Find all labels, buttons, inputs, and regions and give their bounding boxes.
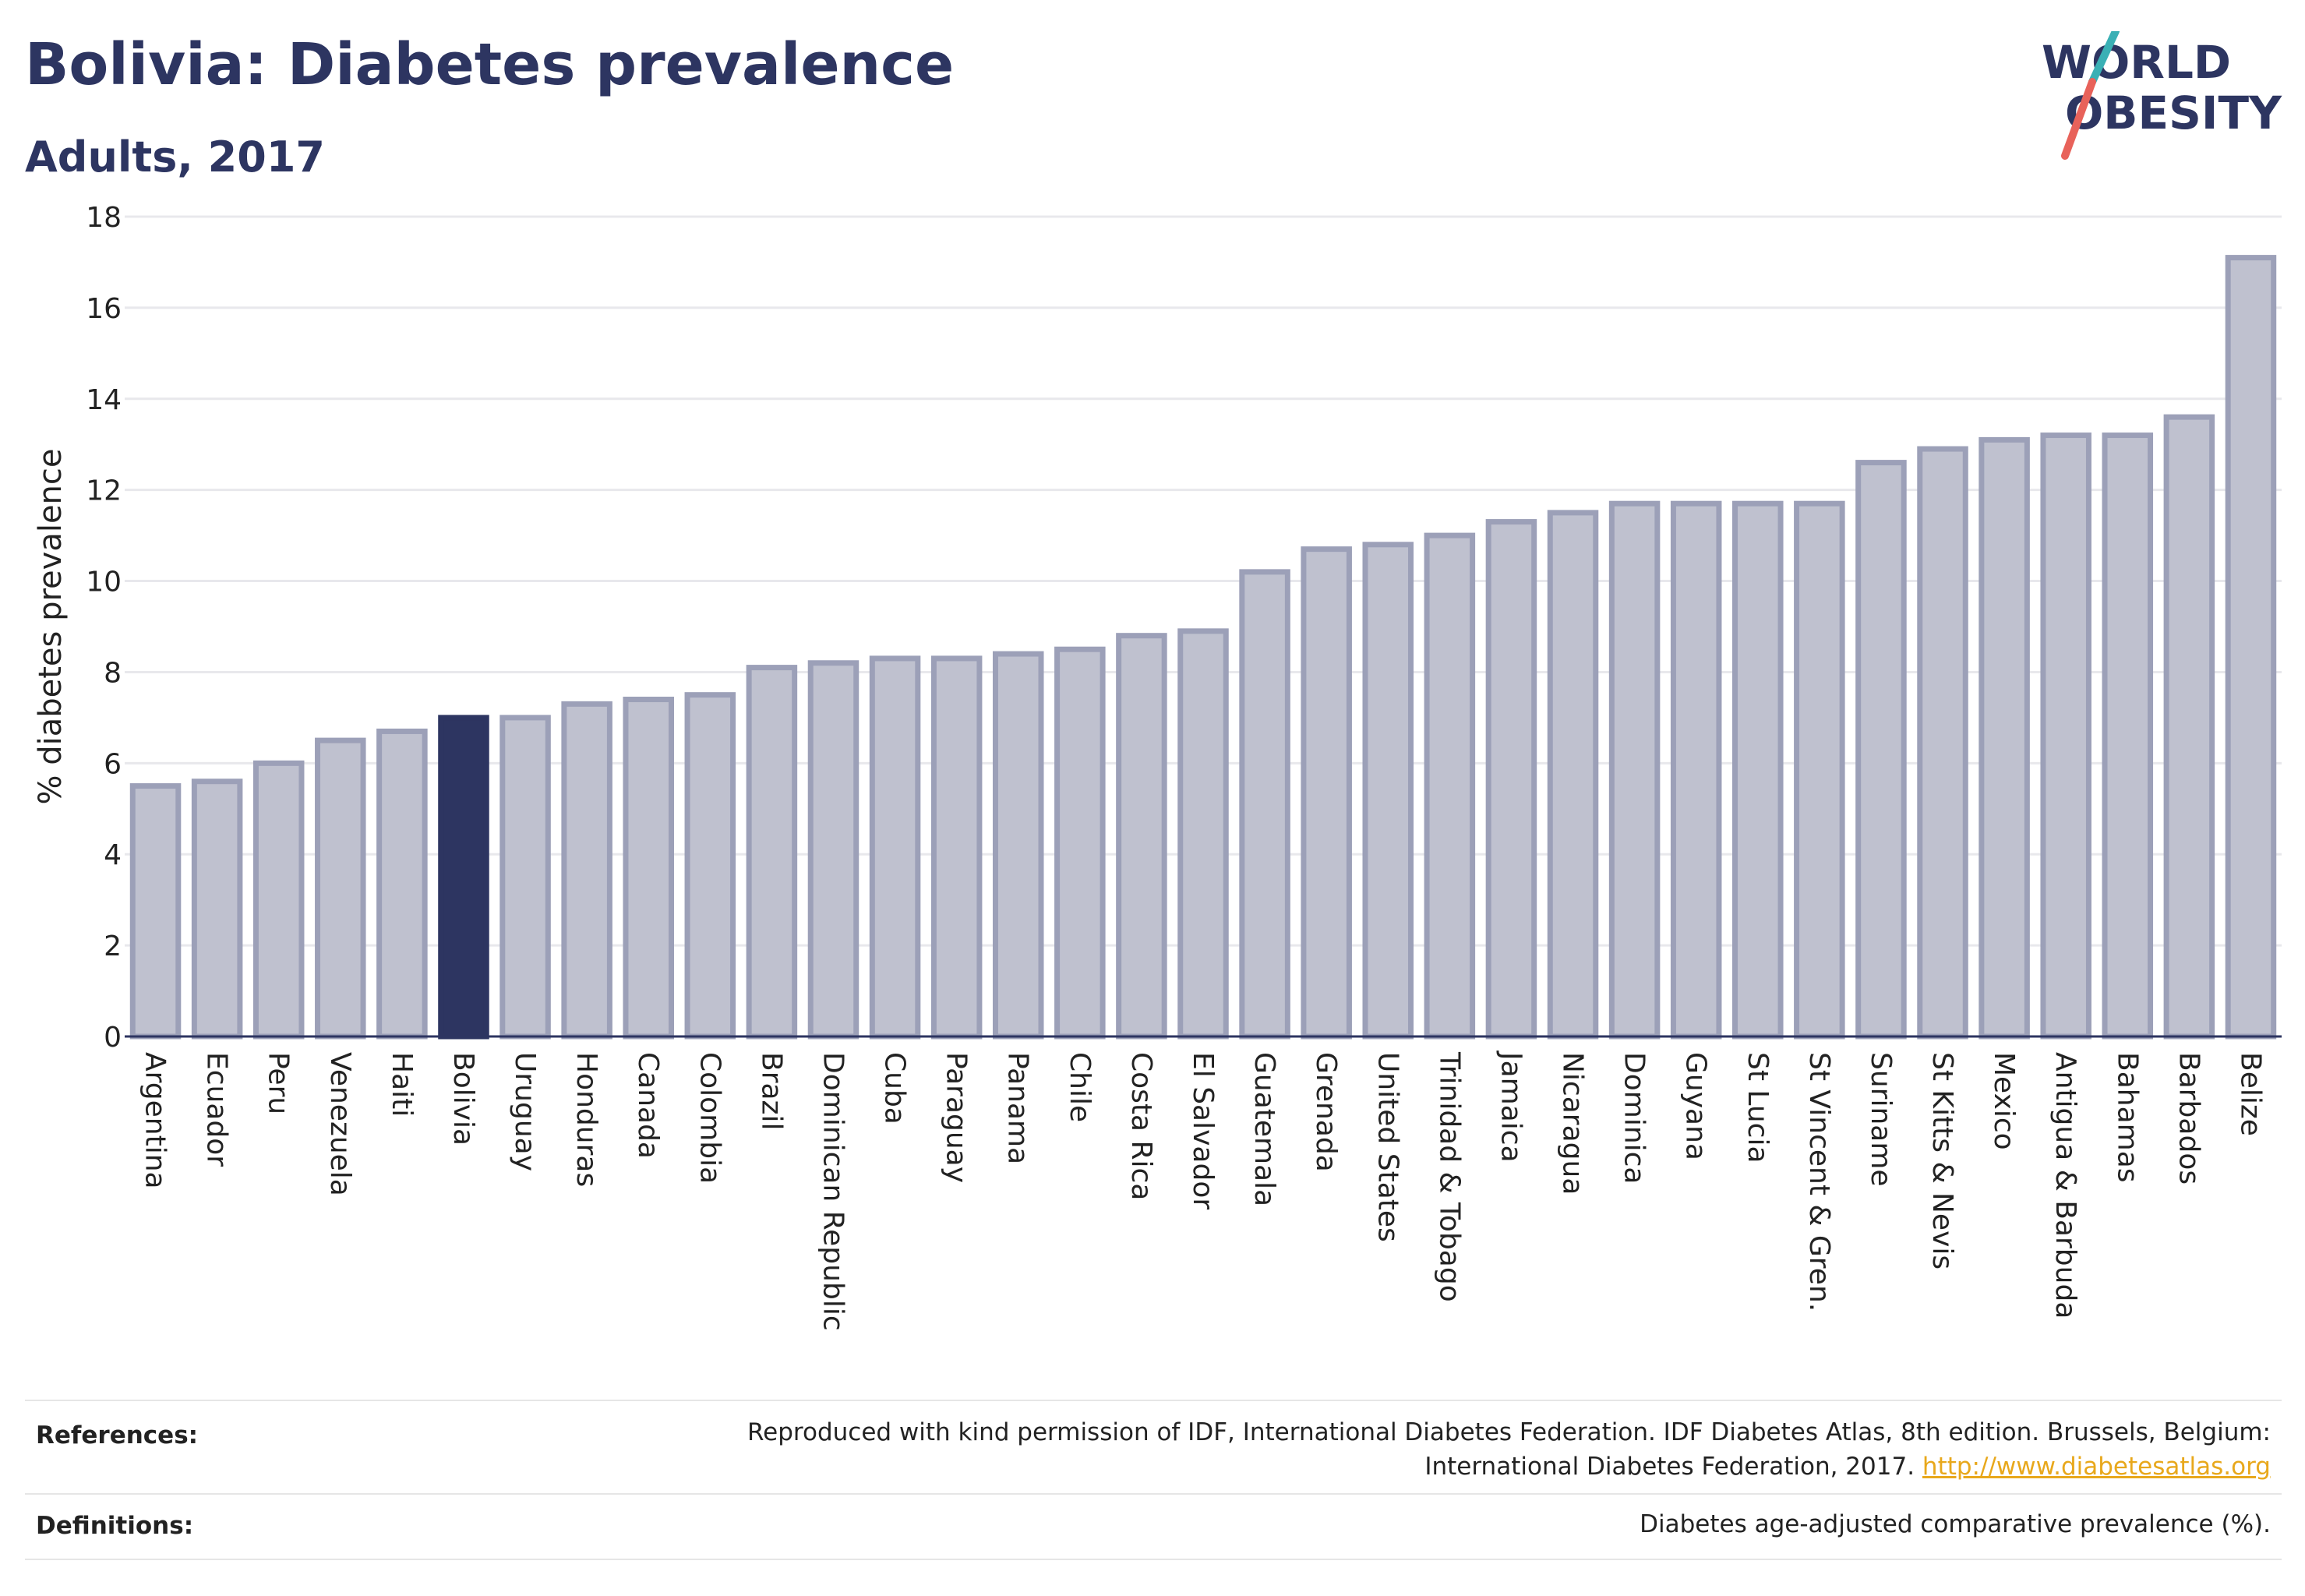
bar: [129, 783, 182, 1040]
category-label: St Vincent & Gren.: [1803, 1052, 1835, 1312]
y-tick-label: 0: [104, 1022, 122, 1054]
definitions-row: Definitions: Diabetes age-adjusted compa…: [25, 1493, 2282, 1560]
category-label: Suriname: [1865, 1052, 1897, 1187]
y-tick-label: 4: [104, 839, 122, 871]
bar: [438, 715, 489, 1040]
y-tick-label: 18: [86, 202, 122, 234]
category-label: Costa Rica: [1125, 1052, 1157, 1200]
category-label: St Kitts & Nevis: [1926, 1052, 1958, 1269]
category-label: Peru: [263, 1052, 295, 1114]
references-text2: International Diabetes Federation, 2017.: [1424, 1453, 1915, 1481]
bar: [2163, 414, 2215, 1040]
bar: [1116, 633, 1167, 1040]
category-label: Guatemala: [1248, 1052, 1280, 1206]
category-label: Colombia: [694, 1052, 725, 1184]
category-label: Chile: [1064, 1052, 1096, 1122]
bar: [1608, 500, 1661, 1040]
references-text: Reproduced with kind permission of IDF, …: [747, 1418, 2271, 1446]
bar: [376, 728, 428, 1040]
bar: [1054, 646, 1106, 1040]
bar: [1177, 628, 1229, 1040]
category-label: Mexico: [1988, 1052, 2020, 1150]
logo-slash-top: [2088, 31, 2120, 86]
bar: [499, 715, 551, 1040]
category-label: Cuba: [879, 1052, 911, 1125]
references-text-line2: International Diabetes Federation, 2017.…: [747, 1449, 2271, 1484]
bar: [992, 651, 1044, 1040]
bar: [1917, 446, 1968, 1040]
bar: [315, 737, 366, 1040]
category-label: Uruguay: [509, 1052, 541, 1171]
y-tick-label: 10: [86, 567, 122, 598]
category-label: Ecuador: [201, 1052, 233, 1167]
logo-line1: WORLD: [2042, 36, 2231, 89]
chart-title: Bolivia: Diabetes prevalence: [25, 31, 955, 98]
references-link[interactable]: http://www.diabetesatlas.org: [1922, 1453, 2271, 1481]
bar: [252, 760, 305, 1040]
definitions-text: Diabetes age-adjusted comparative preval…: [1640, 1510, 2271, 1538]
category-label: Antigua & Barbuda: [2049, 1052, 2081, 1319]
bar: [2225, 255, 2277, 1040]
category-label: Jamaica: [1495, 1050, 1527, 1163]
category-label: Argentina: [139, 1052, 171, 1189]
bar: [1424, 532, 1476, 1040]
references-text-block: Reproduced with kind permission of IDF, …: [747, 1415, 2271, 1484]
category-label: Honduras: [570, 1052, 602, 1187]
y-tick-label: 14: [86, 384, 122, 416]
bar: [1301, 546, 1352, 1040]
bar: [869, 655, 921, 1040]
logo-slash-bottom: [2061, 78, 2096, 160]
references-row: References: Reproduced with kind permiss…: [25, 1400, 2282, 1495]
world-obesity-logo: WORLD OBESITY: [2042, 31, 2282, 160]
y-tick-label: 12: [86, 475, 122, 507]
bar: [807, 660, 860, 1040]
category-label: Brazil: [755, 1052, 787, 1130]
bar: [2040, 433, 2091, 1040]
category-label: Venezuela: [324, 1052, 356, 1196]
bar: [1362, 542, 1414, 1040]
bar-chart: 0 2 4 6 8 10 12 14 16 18 % diabetes prevalence Arge…: [33, 202, 2282, 1331]
category-label: Haiti: [386, 1052, 418, 1117]
bar: [1547, 510, 1599, 1040]
category-label: Belize: [2234, 1052, 2266, 1136]
bar: [1855, 460, 1907, 1040]
y-tick-label: 6: [104, 748, 122, 780]
bar: [930, 655, 983, 1040]
logo-line2: OBESITY: [2065, 87, 2282, 139]
y-tick-label: 2: [104, 930, 122, 962]
bar: [684, 692, 736, 1040]
category-label: Paraguay: [941, 1052, 972, 1183]
y-axis-title: % diabetes prevalence: [33, 448, 69, 804]
category-label: Trinidad & Tobago: [1433, 1051, 1465, 1302]
y-tick-label: 16: [86, 293, 122, 325]
category-label: Grenada: [1310, 1052, 1342, 1172]
category-label: Dominican Republic: [817, 1052, 849, 1331]
bar: [1670, 500, 1722, 1040]
category-label: Bahamas: [2111, 1052, 2143, 1183]
category-label: Canada: [632, 1052, 664, 1159]
bar: [746, 665, 798, 1040]
category-label: St Lucia: [1742, 1052, 1774, 1163]
category-label: Nicaragua: [1557, 1052, 1589, 1195]
bar: [623, 697, 674, 1040]
category-label: Bolivia: [447, 1052, 479, 1146]
bar: [191, 779, 243, 1040]
bar: [1239, 569, 1290, 1040]
bar: [1978, 436, 2030, 1040]
category-label: Guyana: [1680, 1052, 1712, 1160]
bar: [561, 701, 612, 1040]
chart-subtitle: Adults, 2017: [25, 132, 325, 182]
category-label: Dominica: [1618, 1052, 1650, 1185]
bar: [2102, 433, 2154, 1040]
bar: [1794, 500, 1845, 1040]
category-label: Panama: [1002, 1052, 1034, 1164]
category-label: Barbados: [2173, 1052, 2204, 1185]
definitions-label: Definitions:: [36, 1512, 194, 1540]
y-tick-label: 8: [104, 657, 122, 689]
bar: [1485, 519, 1537, 1040]
category-label: United States: [1371, 1052, 1403, 1242]
bar: [1732, 500, 1784, 1040]
category-label: El Salvador: [1187, 1052, 1219, 1209]
references-label: References:: [36, 1421, 199, 1449]
